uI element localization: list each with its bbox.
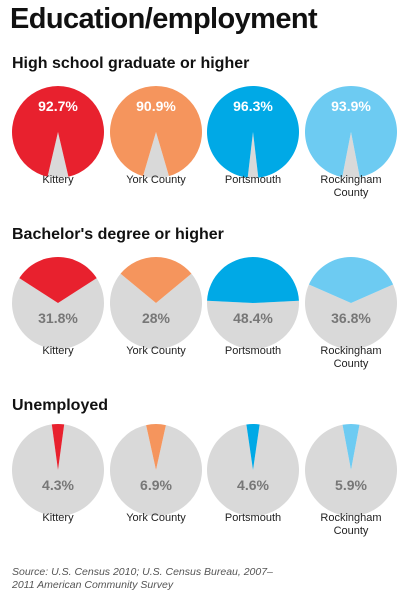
pie-percent-label: 4.3% [42,477,74,493]
pie-percent-label: 92.7% [38,98,78,114]
pie-percent-label: 48.4% [233,310,273,326]
pie-svg: 4.3% [11,424,104,517]
pie-high-school-kittery: 92.7% Kittery [10,86,106,206]
pie-region-label: York County [126,345,186,357]
pie-region-label: Kittery [42,345,74,357]
pie-svg: 5.9% [305,424,397,517]
pie-region-label: Portsmouth [224,512,282,524]
pie-remainder-slice [47,132,69,179]
pie-unemployed-rockingham-county: 5.9% Rockingham County [303,424,399,544]
pie-value-slice [207,257,299,303]
pie-remainder-slice [305,424,397,517]
pie-high-school-rockingham-county: 93.9% Rockingham County [303,86,399,206]
section-title-unemployed: Unemployed [12,397,109,414]
pie-region-label: York County [126,174,186,186]
pie-value-slice [146,424,166,470]
pie-svg: 4.6% [207,424,299,517]
pie-unemployed-kittery: 4.3% Kittery [10,424,106,544]
pie-svg: 28% [110,257,202,350]
pie-region-label: York County [126,512,186,524]
pie-percent-label: 90.9% [136,98,176,114]
section-title-high-school: High school graduate or higher [12,55,250,72]
pie-high-school-portsmouth: 96.3% Portsmouth [205,85,301,206]
pie-region-label: Rockingham County [320,174,382,199]
pie-value-slice [342,424,360,470]
pie-value-slice [12,86,105,177]
pie-percent-label: 31.8% [38,310,78,326]
pie-value-slice [305,86,397,178]
pie-high-school-york-county: 90.9% York County [108,85,204,206]
pie-remainder-slice [110,273,202,350]
pie-remainder-slice [207,300,299,350]
pie-value-slice [308,257,394,303]
pie-value-slice [51,424,65,470]
pie-region-label: Kittery [42,512,74,524]
pie-percent-label: 4.6% [237,477,269,493]
pie-percent-label: 28% [142,310,171,326]
pie-percent-label: 93.9% [331,98,371,114]
pie-svg: 36.8% [305,257,397,350]
page-title: Education/employment [10,3,318,35]
pie-svg: 92.7% [12,86,105,179]
pie-remainder-slice [143,132,169,178]
pie-unemployed-portsmouth: 4.6% Portsmouth [205,424,301,544]
pie-percent-label: 96.3% [233,98,273,114]
pie-remainder-slice [12,278,105,350]
pie-region-label: Rockingham County [320,512,382,537]
pie-region-label: Kittery [42,174,74,186]
pie-bachelors-rockingham-county: 36.8% Rockingham County [303,257,399,377]
pie-unemployed-york-county: 6.9% York County [108,424,204,544]
pie-percent-label: 36.8% [331,310,371,326]
pie-percent-label: 6.9% [140,477,172,493]
pie-bachelors-york-county: 28% York County [108,257,204,377]
pie-remainder-slice [110,425,202,517]
pie-remainder-slice [305,284,397,350]
pie-remainder-slice [11,424,104,517]
pie-svg: 93.9% [305,86,397,179]
pie-region-label: Rockingham County [320,345,382,370]
pie-region-label: Portsmouth [224,174,282,186]
pie-svg: 90.9% [110,85,202,178]
pie-percent-label: 5.9% [335,477,367,493]
pie-region-label: Portsmouth [224,345,282,357]
pie-svg: 48.4% [207,257,299,350]
pie-svg: 6.9% [110,424,202,517]
source-note: Source: U.S. Census 2010; U.S. Census Bu… [12,566,273,591]
pie-value-slice [246,424,260,470]
pie-value-slice [120,257,192,303]
pie-remainder-slice [247,132,259,178]
pie-value-slice [19,257,97,303]
pie-svg: 96.3% [207,85,299,178]
pie-value-slice [110,85,202,177]
section-title-bachelors: Bachelor's degree or higher [12,226,224,243]
pie-value-slice [207,85,299,178]
pie-svg: 31.8% [12,257,105,350]
pie-bachelors-portsmouth: 48.4% Portsmouth [205,257,301,377]
pie-remainder-slice [342,132,360,179]
pie-remainder-slice [207,424,299,517]
pie-bachelors-kittery: 31.8% Kittery [10,257,106,377]
